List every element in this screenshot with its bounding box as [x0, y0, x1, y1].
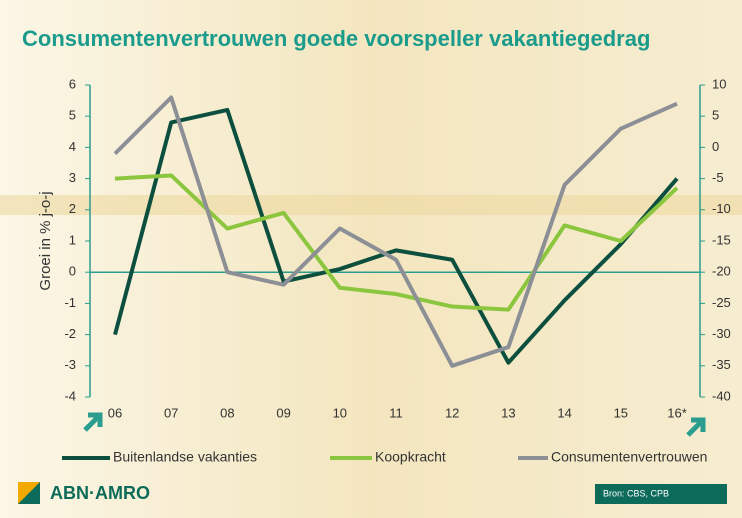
y2-tick-label: -5: [712, 170, 724, 185]
chart-title: Consumentenvertrouwen goede voorspeller …: [22, 26, 650, 51]
series-line: [113, 107, 679, 365]
y2-tick-label: -40: [712, 388, 731, 403]
y2-tick-label: -25: [712, 295, 731, 310]
y-tick-label: 4: [69, 139, 76, 154]
series-line: [113, 95, 678, 368]
y-tick-label: -2: [64, 326, 76, 341]
y-axis-label: Groei in % j-o-j: [37, 191, 54, 290]
logo-text: ABN·AMRO: [50, 483, 150, 503]
source: Bron: CBS, CPB: [603, 488, 669, 498]
y2-tick-label: 0: [712, 139, 719, 154]
y-tick-label: 6: [69, 76, 76, 91]
x-tick-label: 14: [557, 405, 571, 420]
y2-tick-label: -20: [712, 264, 731, 279]
x-tick-label: 15: [614, 405, 628, 420]
x-tick-label: 09: [276, 405, 290, 420]
x-tick-label: 11: [389, 405, 403, 420]
y-tick-label: 5: [69, 108, 76, 123]
y2-tick-label: 5: [712, 108, 719, 123]
x-tick-label: 16*: [667, 405, 687, 420]
y2-tick-label: -30: [712, 326, 731, 341]
y2-tick-label: -10: [712, 201, 731, 216]
legend-label: Consumentenvertrouwen: [551, 449, 707, 465]
arrow-icon: [83, 412, 103, 432]
legend-label: Koopkracht: [375, 449, 446, 465]
x-tick-label: 07: [164, 405, 178, 420]
y-tick-label: 0: [69, 264, 76, 279]
y-tick-label: 3: [69, 170, 76, 185]
y-tick-label: -1: [64, 295, 76, 310]
logo-icon: [18, 482, 40, 504]
arrow-icon: [686, 417, 706, 437]
y-tick-label: 1: [69, 232, 76, 247]
x-tick-label: 13: [501, 405, 515, 420]
legend-label: Buitenlandse vakanties: [113, 449, 257, 465]
y2-tick-label: -35: [712, 357, 731, 372]
y2-tick-label: -15: [712, 232, 731, 247]
x-tick-label: 06: [108, 405, 122, 420]
x-tick-label: 08: [220, 405, 234, 420]
y-tick-label: -3: [64, 357, 76, 372]
y-tick-label: -4: [64, 388, 76, 403]
x-tick-label: 12: [445, 405, 459, 420]
y-tick-label: 2: [69, 201, 76, 216]
source-box: [595, 484, 727, 504]
x-tick-label: 10: [333, 405, 347, 420]
y2-tick-label: 10: [712, 76, 726, 91]
decor-band: [0, 195, 742, 215]
